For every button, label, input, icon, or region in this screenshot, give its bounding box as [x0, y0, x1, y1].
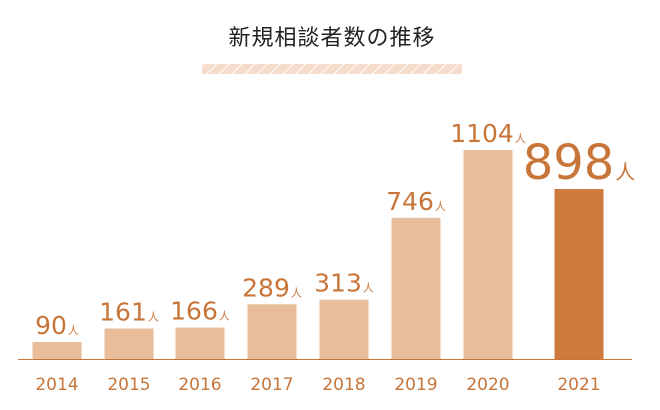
x-tick-label: 2014: [35, 375, 78, 395]
bar-2015: [104, 328, 154, 359]
bar-2018: [319, 299, 369, 359]
value-label-2018: 313人: [314, 269, 374, 298]
bar-2014: [32, 342, 82, 359]
value-unit: 人: [435, 200, 446, 213]
value-unit: 人: [148, 311, 159, 324]
value-unit: 人: [363, 282, 374, 295]
value-label-2021: 898人: [523, 135, 636, 191]
x-tick-label: 2015: [107, 375, 150, 395]
bars-group: [32, 150, 604, 359]
value-number: 746: [386, 187, 434, 216]
value-number: 898: [523, 135, 615, 191]
value-label-2019: 746人: [386, 187, 446, 216]
x-tick-label: 2017: [250, 375, 293, 395]
value-number: 1104: [450, 119, 514, 148]
bar-2020: [463, 150, 513, 359]
value-unit: 人: [219, 310, 230, 323]
value-unit: 人: [515, 132, 526, 145]
x-tick-label: 2018: [322, 375, 365, 395]
bar-2019: [391, 217, 441, 359]
value-number: 161: [99, 298, 147, 327]
x-tick-label: 2020: [466, 375, 509, 395]
value-label-2016: 166人: [170, 297, 230, 326]
value-number: 289: [242, 273, 290, 302]
x-tick-label: 2019: [394, 375, 437, 395]
value-number: 313: [314, 269, 362, 298]
value-unit: 人: [291, 286, 302, 299]
x-tick-label: 2021: [557, 375, 600, 395]
value-unit: 人: [68, 324, 79, 337]
chart-title: 新規相談者数の推移: [228, 26, 435, 51]
title-decoration-band: [202, 64, 462, 74]
x-tick-label: 2016: [178, 375, 221, 395]
value-label-2015: 161人: [99, 298, 159, 327]
bar-2016: [175, 327, 225, 359]
bar-2017: [247, 304, 297, 359]
value-number: 90: [35, 311, 67, 340]
value-label-2017: 289人: [242, 273, 302, 302]
bar-2021: [554, 189, 604, 359]
value-unit: 人: [615, 160, 635, 184]
value-label-2014: 90人: [35, 311, 79, 340]
value-number: 166: [170, 297, 218, 326]
value-label-2020: 1104人: [450, 119, 526, 148]
labels-group: 90人2014161人2015166人2016289人2017313人20187…: [35, 119, 635, 395]
